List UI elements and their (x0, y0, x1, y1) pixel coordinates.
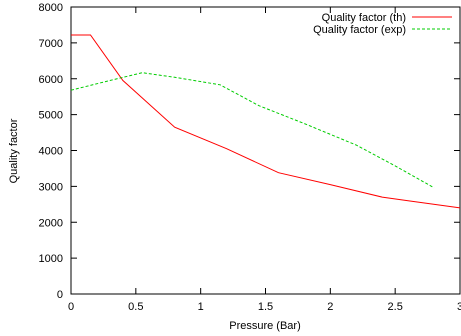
x-tick-label: 2.5 (388, 301, 403, 313)
y-tick-label: 0 (57, 289, 63, 301)
x-tick-label: 1 (198, 301, 204, 313)
series-line-1 (71, 34, 461, 209)
y-tick-label: 1000 (39, 253, 63, 265)
y-tick-label: 8000 (39, 2, 63, 14)
legend-label-1: Quality factor (th) (322, 12, 406, 24)
y-tick-label: 7000 (39, 38, 63, 50)
y-tick-label: 2000 (39, 217, 63, 229)
y-tick-label: 5000 (39, 110, 63, 122)
y-axis-title: Quality factor (8, 118, 20, 183)
y-tick-label: 4000 (39, 146, 63, 158)
x-tick-label: 0.5 (128, 301, 143, 313)
series-layer (70, 34, 461, 209)
series-line-2 (70, 72, 435, 189)
x-axis-title: Pressure (Bar) (229, 320, 301, 332)
plot-border (70, 6, 461, 295)
plot-frame (70, 6, 461, 295)
x-tick-label: 0 (68, 301, 74, 313)
y-tick-label: 6000 (39, 74, 63, 86)
x-tick-label: 3 (457, 301, 461, 313)
y-tick-label: 3000 (39, 181, 63, 193)
legend: Quality factor (th)Quality factor (exp) (313, 12, 452, 36)
x-axis-ticks: 0 0.5 1 1.5 2 2.5 3 (68, 7, 461, 313)
y-axis-ticks: 0 1000 2000 3000 4000 5000 6000 7000 8000 (39, 2, 460, 301)
x-tick-label: 2 (327, 301, 333, 313)
x-tick-label: 1.5 (258, 301, 273, 313)
legend-label-2: Quality factor (exp) (313, 24, 406, 36)
